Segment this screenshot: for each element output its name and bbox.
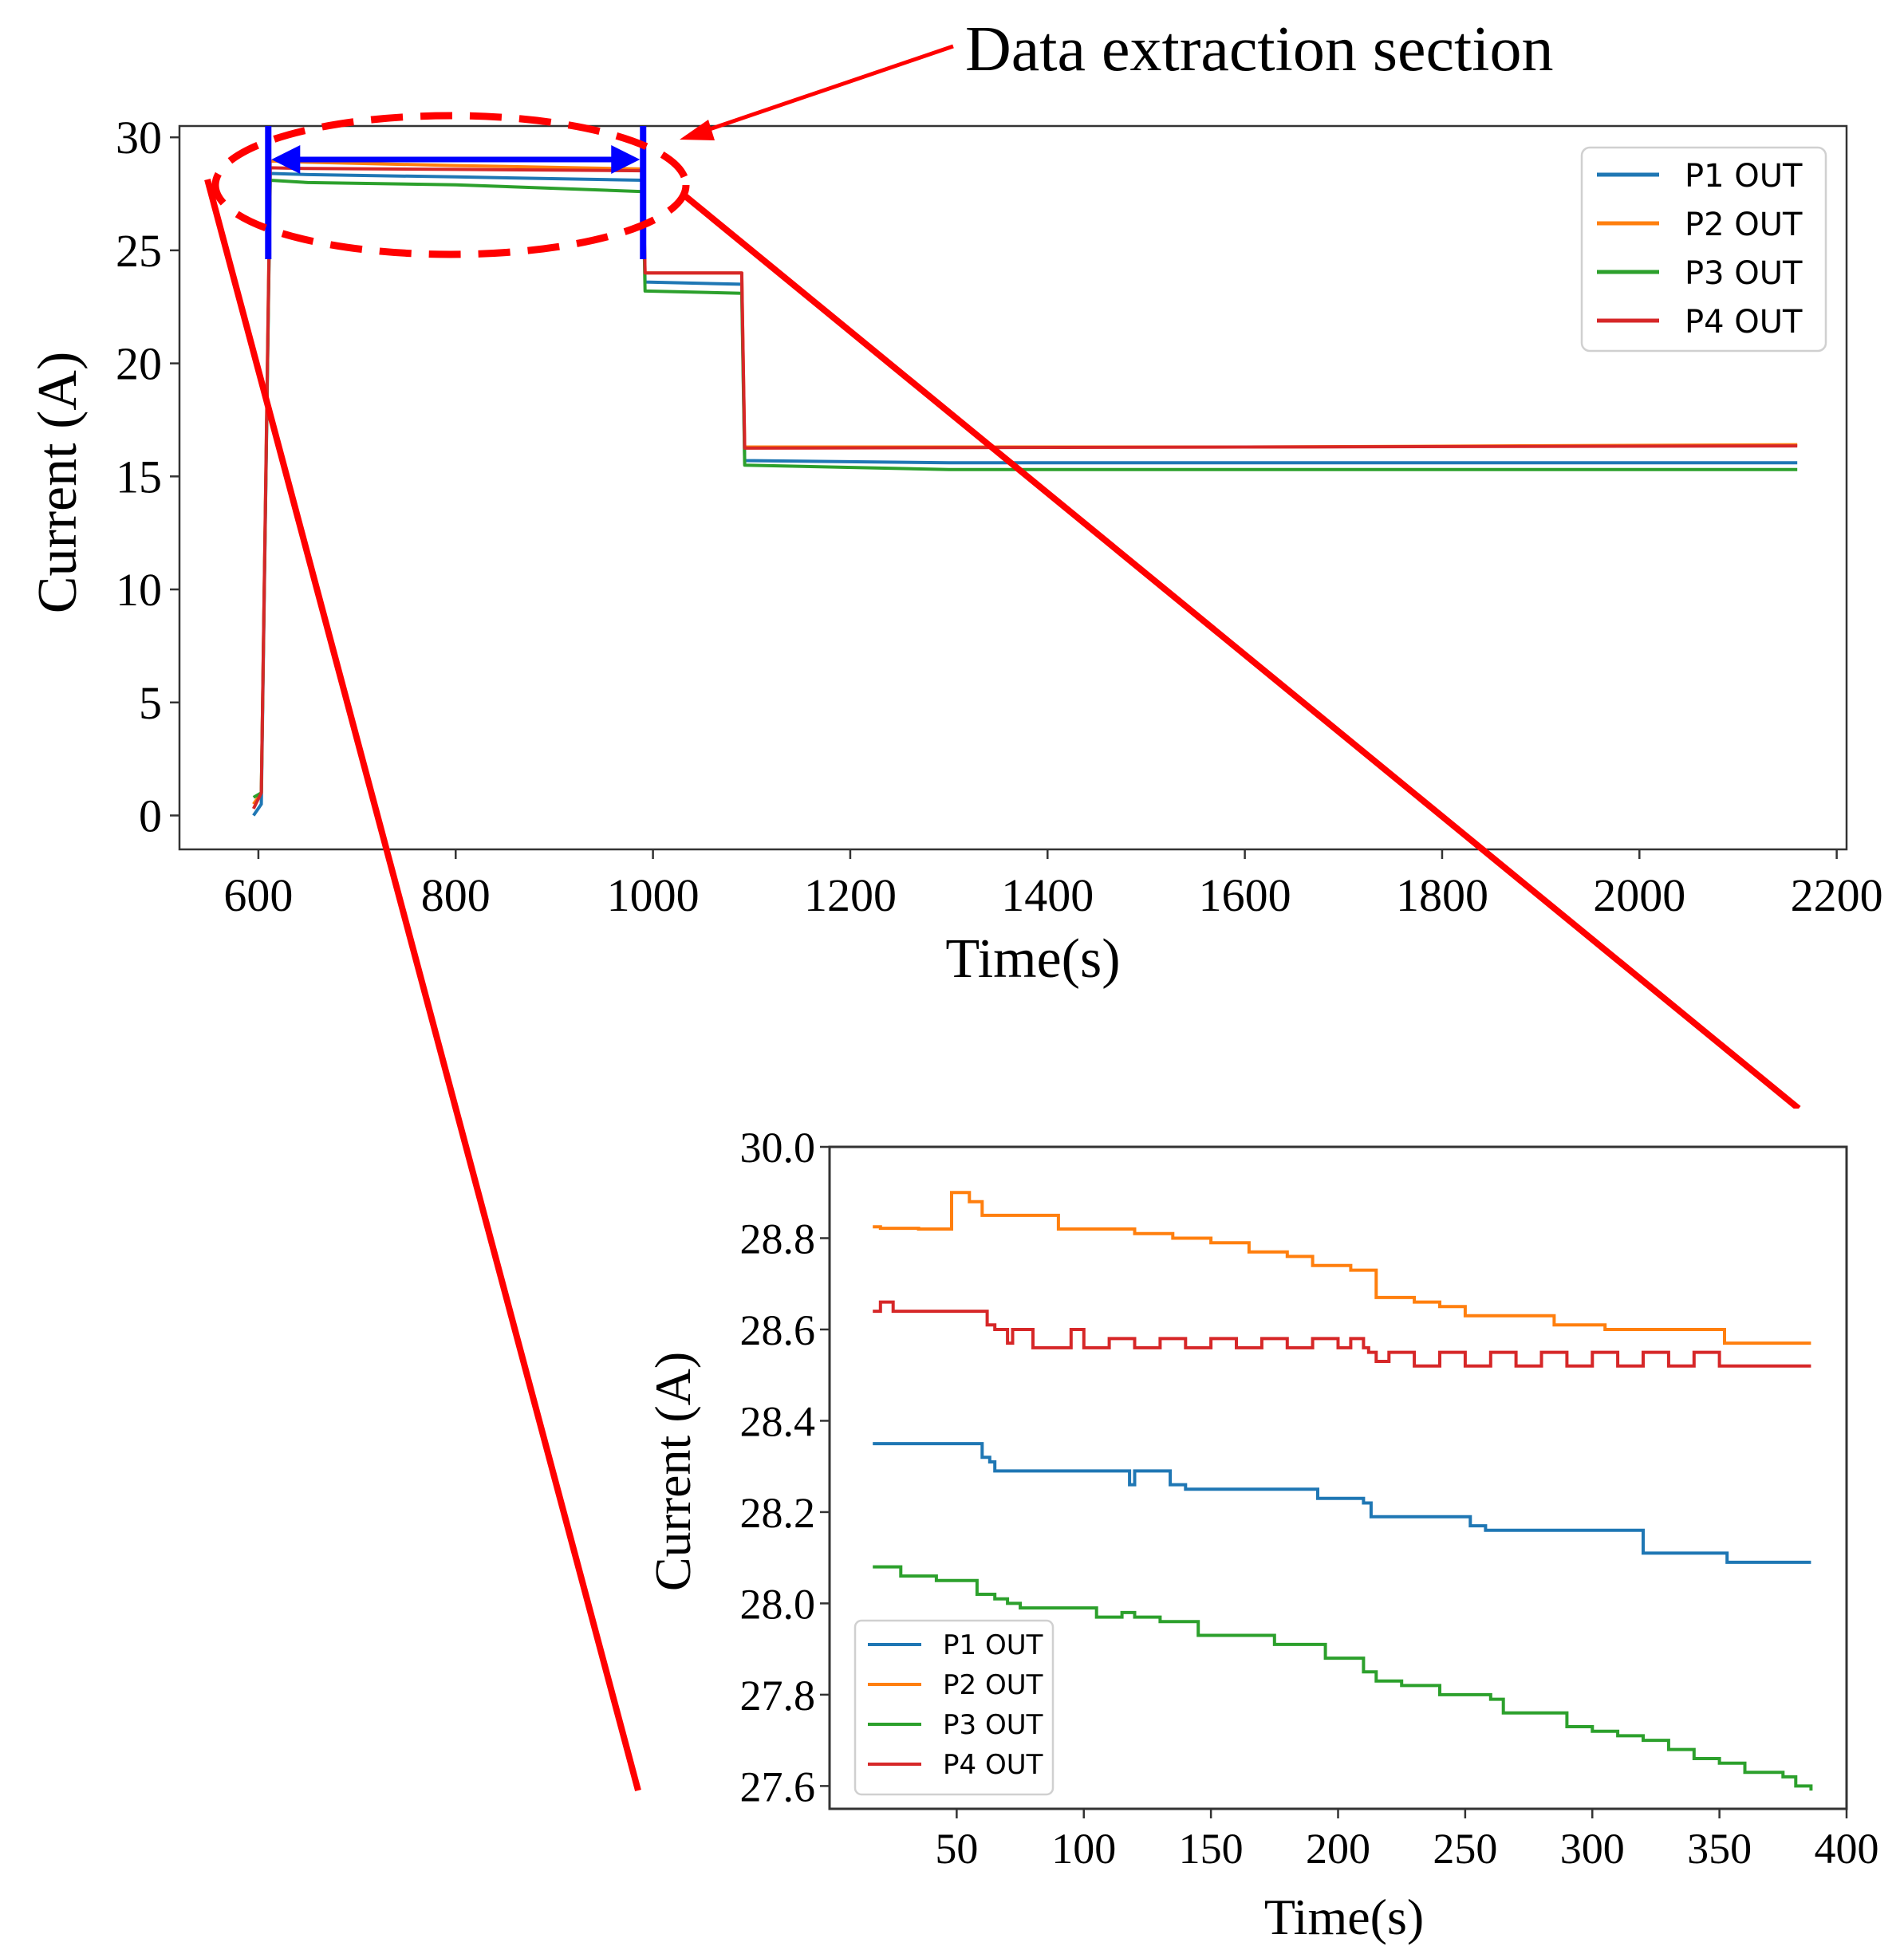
main-x-tick-label: 1000	[607, 869, 700, 921]
inset-y-tick-label: 30.0	[740, 1124, 816, 1172]
main-y-tick-label: 20	[116, 338, 162, 390]
inset-y-tick-label: 27.8	[740, 1672, 816, 1719]
inset-legend-box	[853, 1619, 1054, 1796]
main-y-axis-label: Current (A)	[27, 352, 89, 614]
inset-series-line-p2-out	[873, 1191, 1811, 1345]
main-y-tick-label: 10	[116, 564, 162, 616]
inset-series-line-p3-out	[873, 1565, 1813, 1791]
main-y-tick-label: 15	[116, 451, 162, 502]
main-legend-label-p1-out: P1 OUT	[1685, 158, 1803, 195]
main-y-axis: 0 5 10 15 20 25 30	[116, 112, 179, 841]
main-plot-frame	[178, 124, 1848, 851]
extraction-highlight-ellipse	[211, 112, 690, 258]
main-chart: 0 5 10 15 20 25 30 600 800 1000 1200 1400 1600 1800 2…	[27, 112, 1883, 990]
main-x-axis: 600 800 1000 1200 1400 1600 1800 2000 2200	[223, 849, 1883, 921]
inset-y-tick-label: 28.4	[740, 1397, 816, 1445]
inset-x-tick-label: 100	[1051, 1825, 1116, 1873]
inset-x-tick-label: 350	[1687, 1825, 1752, 1873]
main-legend-label-p3-out: P3 OUT	[1685, 255, 1803, 292]
inset-x-tick-label: 50	[935, 1825, 978, 1873]
inset-legend: P1 OUT P2 OUT P3 OUT P4 OUT	[853, 1619, 1054, 1796]
inset-y-tick-label: 28.0	[740, 1580, 816, 1628]
main-legend: P1 OUT P2 OUT P3 OUT P4 OUT	[1580, 146, 1827, 353]
inset-legend-label-p2-out: P2 OUT	[943, 1669, 1043, 1701]
inset-y-tick-label: 28.6	[740, 1306, 816, 1354]
main-x-tick-label: 800	[421, 869, 491, 921]
main-x-tick-label: 1600	[1199, 869, 1291, 921]
arrowhead-left-icon	[271, 145, 301, 174]
inset-x-tick-label: 150	[1179, 1825, 1244, 1873]
inset-chart: 30.0 28.8 28.6 28.4 28.2 28.0 27.8 27.6 50 100 15…	[642, 1109, 1904, 1946]
main-y-tick-label: 0	[139, 790, 162, 841]
inset-y-tick-label: 28.2	[740, 1489, 816, 1537]
zoom-guide-line-right	[682, 192, 1801, 1112]
main-x-tick-label: 1800	[1396, 869, 1488, 921]
main-y-tick-label: 30	[116, 112, 162, 163]
inset-y-tick-label: 28.8	[740, 1215, 816, 1263]
inset-x-axis-label: Time(s)	[1264, 1889, 1424, 1945]
inset-legend-label-p3-out: P3 OUT	[943, 1709, 1043, 1741]
arrowhead-right-icon	[611, 145, 641, 174]
main-y-tick-label: 5	[139, 677, 162, 729]
main-x-tick-label: 1200	[804, 869, 897, 921]
main-y-tick-label: 25	[116, 225, 162, 277]
inset-y-tick-label: 27.6	[740, 1763, 816, 1810]
main-x-tick-label: 600	[223, 869, 293, 921]
main-x-tick-label: 1400	[1001, 869, 1094, 921]
inset-x-axis: 50 100 150 200 250 300 350 400	[935, 1809, 1879, 1873]
inset-legend-label-p4-out: P4 OUT	[943, 1749, 1043, 1781]
callout-arrow-line	[695, 44, 954, 136]
inset-x-tick-label: 300	[1560, 1825, 1625, 1873]
zoom-guide-line-left	[204, 178, 641, 1792]
inset-x-tick-label: 200	[1306, 1825, 1370, 1873]
inset-series-line-p1-out	[873, 1442, 1811, 1564]
main-legend-box	[1580, 146, 1827, 353]
inset-legend-label-p1-out: P1 OUT	[943, 1629, 1043, 1661]
main-legend-label-p2-out: P2 OUT	[1685, 207, 1803, 243]
main-x-tick-label: 2000	[1593, 869, 1685, 921]
callout-arrowhead-icon	[680, 120, 715, 140]
inset-x-tick-label: 400	[1815, 1825, 1879, 1873]
inset-series-group	[873, 1191, 1813, 1791]
main-x-axis-label: Time(s)	[945, 928, 1120, 990]
main-legend-label-p4-out: P4 OUT	[1685, 304, 1803, 341]
main-x-tick-label: 2200	[1791, 869, 1883, 921]
inset-x-tick-label: 250	[1433, 1825, 1497, 1873]
callout-label: Data extraction section	[965, 14, 1553, 85]
inset-series-line-p4-out	[873, 1300, 1811, 1368]
inset-y-axis-label: Current (A)	[645, 1352, 701, 1591]
inset-y-axis: 30.0 28.8 28.6 28.4 28.2 28.0 27.8 27.6	[740, 1124, 830, 1810]
